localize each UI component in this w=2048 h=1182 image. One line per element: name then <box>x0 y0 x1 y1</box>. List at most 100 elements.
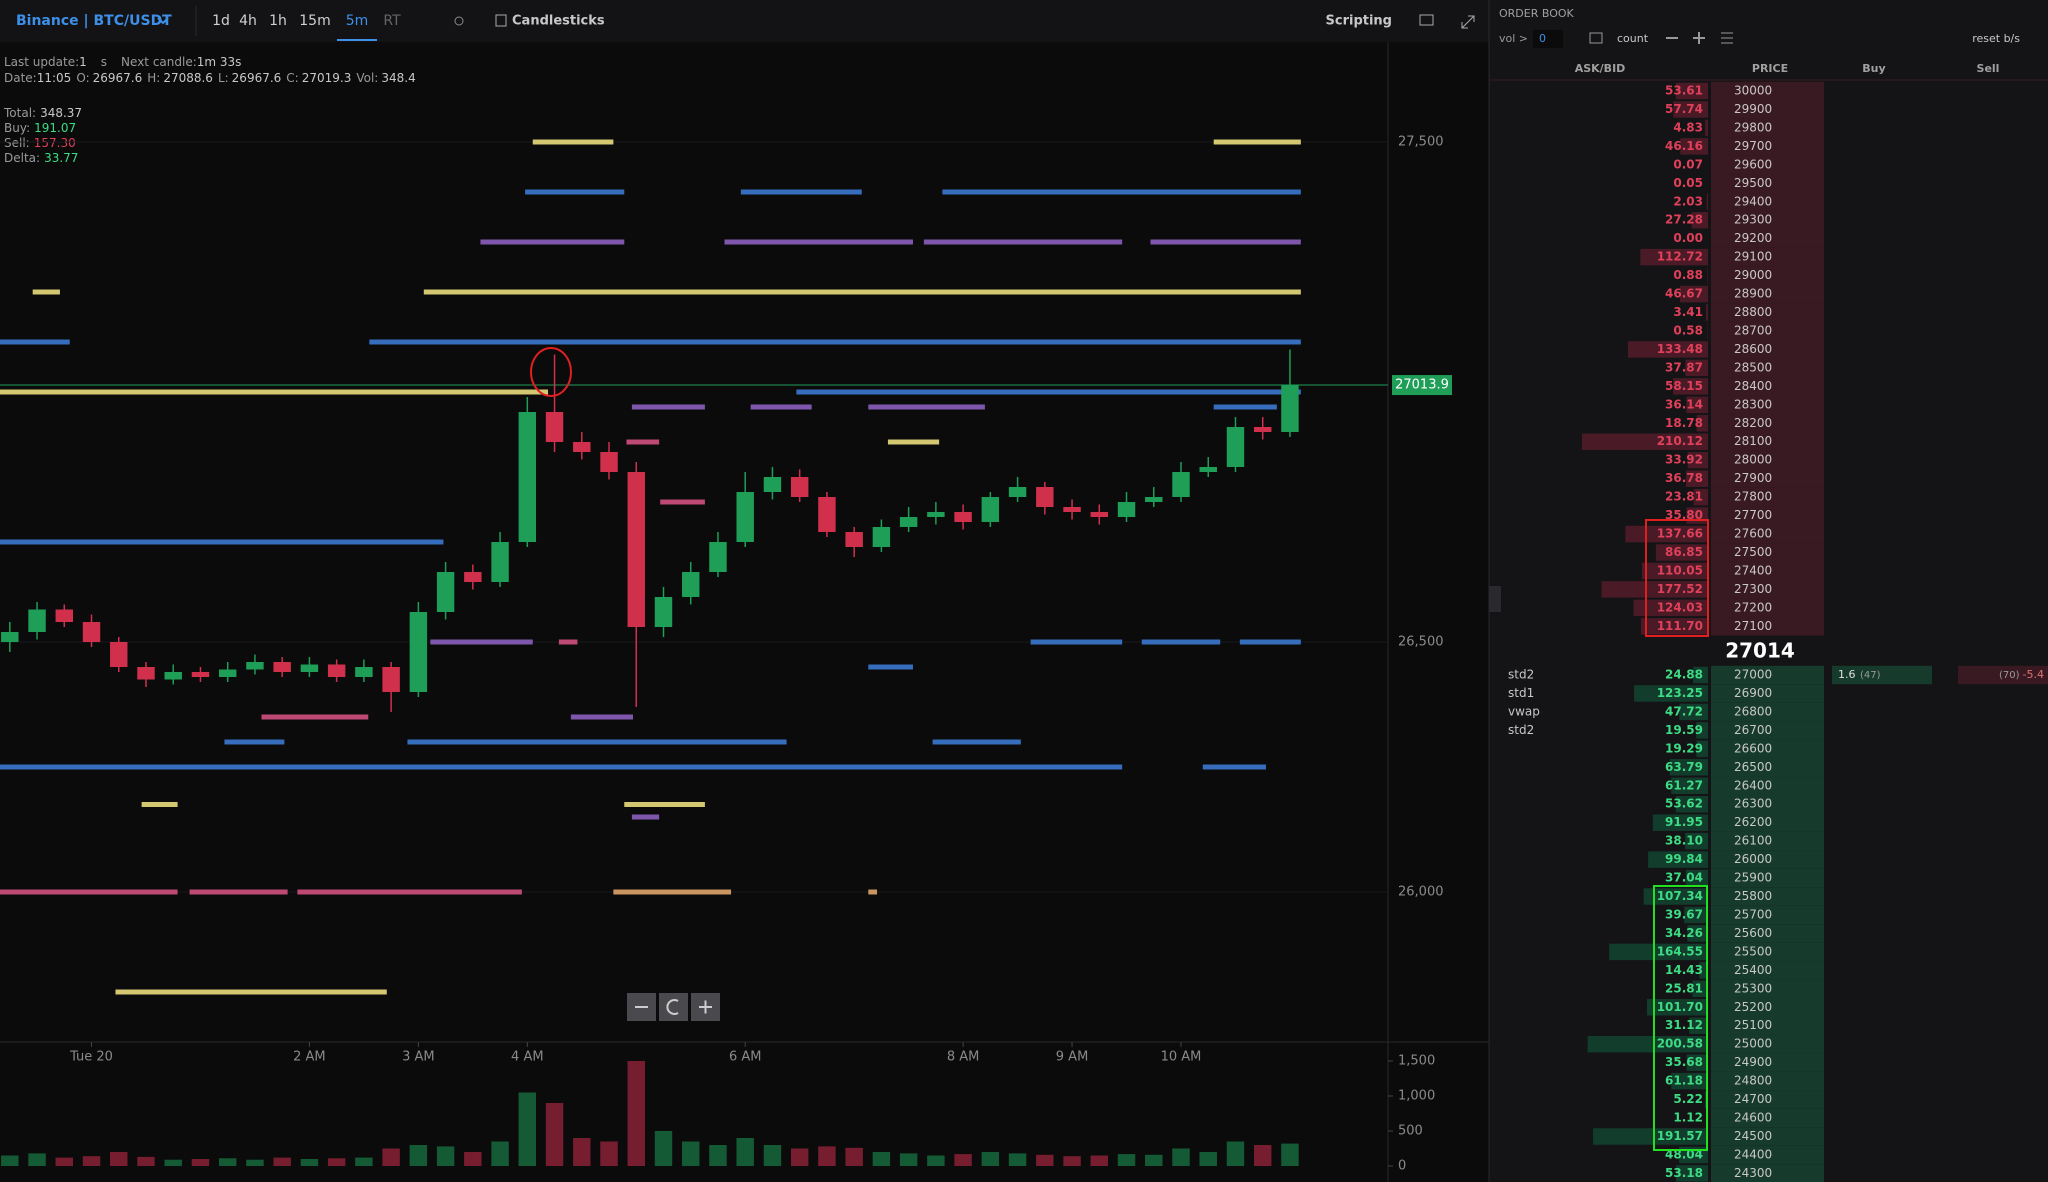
price: 25400 <box>1734 963 1772 977</box>
timeframe[interactable]: 15m <box>299 13 330 29</box>
collapse-tab[interactable] <box>1489 586 1501 612</box>
highlight-box <box>1653 885 1708 1151</box>
label: C: <box>286 71 298 85</box>
price: 29500 <box>1734 176 1772 190</box>
value: 26967.6 <box>232 71 282 85</box>
depth-bar <box>1686 396 1708 414</box>
reset-zoom-icon[interactable] <box>666 999 679 1015</box>
price: 26700 <box>1734 723 1772 737</box>
symbol[interactable]: Binance | BTC/USDT <box>16 13 172 29</box>
price: 25300 <box>1734 981 1772 995</box>
liquidity-level <box>532 139 614 145</box>
price: 27800 <box>1734 490 1772 504</box>
eye-icon[interactable] <box>454 16 464 26</box>
candle-body <box>1008 487 1027 497</box>
scripting[interactable]: Scripting <box>1326 14 1392 29</box>
sell-count: (70) <box>1999 670 2020 681</box>
column-header: Sell <box>1977 62 2000 75</box>
price: 27000 <box>1734 668 1772 682</box>
vol-input[interactable] <box>1533 30 1563 48</box>
toolbar <box>0 0 1489 42</box>
mid-price: 27014 <box>1725 639 1795 663</box>
chart-icon[interactable] <box>1589 32 1603 44</box>
candle-body <box>981 497 1000 522</box>
size: 4.83 <box>1673 120 1703 134</box>
value: 348.37 <box>40 106 82 120</box>
size: 200.58 <box>1657 1037 1703 1051</box>
timeframe[interactable]: 5m <box>346 13 369 29</box>
liquidity-level <box>0 339 70 345</box>
price: 29000 <box>1734 268 1772 282</box>
volume-bar <box>327 1158 346 1166</box>
expand-icon[interactable] <box>1461 15 1475 29</box>
size: 91.95 <box>1665 815 1703 829</box>
liquidity-level <box>942 189 1301 195</box>
price: 29300 <box>1734 213 1772 227</box>
liquidity-level <box>1213 139 1301 145</box>
price-cell <box>1711 174 1824 193</box>
volume-bar <box>818 1146 836 1166</box>
label: Buy: <box>4 121 30 135</box>
price: 29600 <box>1734 157 1772 171</box>
liquidity-level <box>525 189 625 195</box>
price-cell <box>1711 684 1824 703</box>
volume-tick-label: 500 <box>1398 1124 1423 1139</box>
size: 46.16 <box>1665 139 1703 153</box>
candles-icon[interactable] <box>495 14 507 27</box>
liquidity-level <box>0 389 549 395</box>
price-cell <box>1711 1016 1824 1035</box>
price: 28400 <box>1734 379 1772 393</box>
depth-bar <box>1655 544 1708 561</box>
value: 191.07 <box>34 121 76 135</box>
depth-bar <box>1706 193 1708 210</box>
candle-body <box>300 664 319 672</box>
timeframe[interactable]: RT <box>383 13 401 29</box>
liquidity-level <box>932 739 1021 745</box>
liquidity-level <box>631 404 705 410</box>
price-cell <box>1711 266 1824 285</box>
volume-bar <box>1117 1154 1136 1166</box>
timeframe[interactable]: 1h <box>269 13 287 29</box>
price: 24500 <box>1734 1129 1772 1143</box>
volume-bar <box>110 1152 128 1166</box>
value: 1 <box>79 55 87 69</box>
vol-input-value[interactable]: 0 <box>1539 32 1546 45</box>
dropdown-icon[interactable] <box>157 17 169 25</box>
chart-type[interactable]: Candlesticks <box>512 14 605 29</box>
price-cell <box>1711 524 1824 544</box>
count-button[interactable]: count <box>1617 32 1649 45</box>
size: 23.81 <box>1665 490 1703 504</box>
zoom-in-icon[interactable] <box>699 1000 712 1014</box>
liquidity-level <box>613 889 732 895</box>
price: 26300 <box>1734 797 1772 811</box>
volume-bar <box>1145 1154 1163 1166</box>
volume-bar <box>736 1138 754 1166</box>
plus-button[interactable] <box>1693 32 1705 44</box>
depth-bar <box>1643 888 1708 905</box>
camera-icon[interactable] <box>1419 14 1434 26</box>
liquidity-level <box>1213 404 1277 410</box>
order-book-title: ORDER BOOK <box>1499 7 1575 20</box>
size: 3.41 <box>1673 305 1703 319</box>
depth-bar <box>1676 1165 1708 1182</box>
candle-body <box>872 527 891 547</box>
menu-button[interactable] <box>1721 32 1733 44</box>
depth-bar <box>1671 1072 1708 1090</box>
price: 27200 <box>1734 600 1772 614</box>
price-cell <box>1711 776 1824 795</box>
size: 36.78 <box>1665 471 1703 485</box>
size: 47.72 <box>1665 704 1703 718</box>
liquidity-level <box>868 404 985 410</box>
timeframe[interactable]: 1d <box>212 13 230 29</box>
size: 133.48 <box>1657 342 1703 356</box>
size: 123.25 <box>1657 686 1703 700</box>
size: 101.70 <box>1657 1000 1703 1014</box>
reset-button[interactable]: reset b/s <box>1972 32 2020 45</box>
reset-zoom-button[interactable] <box>659 993 688 1021</box>
last-price-label: 27013.9 <box>1395 378 1449 393</box>
timeframe[interactable]: 4h <box>239 13 257 29</box>
price-cell <box>1711 905 1824 925</box>
size: 38.10 <box>1665 834 1703 848</box>
size: 61.27 <box>1665 778 1703 792</box>
